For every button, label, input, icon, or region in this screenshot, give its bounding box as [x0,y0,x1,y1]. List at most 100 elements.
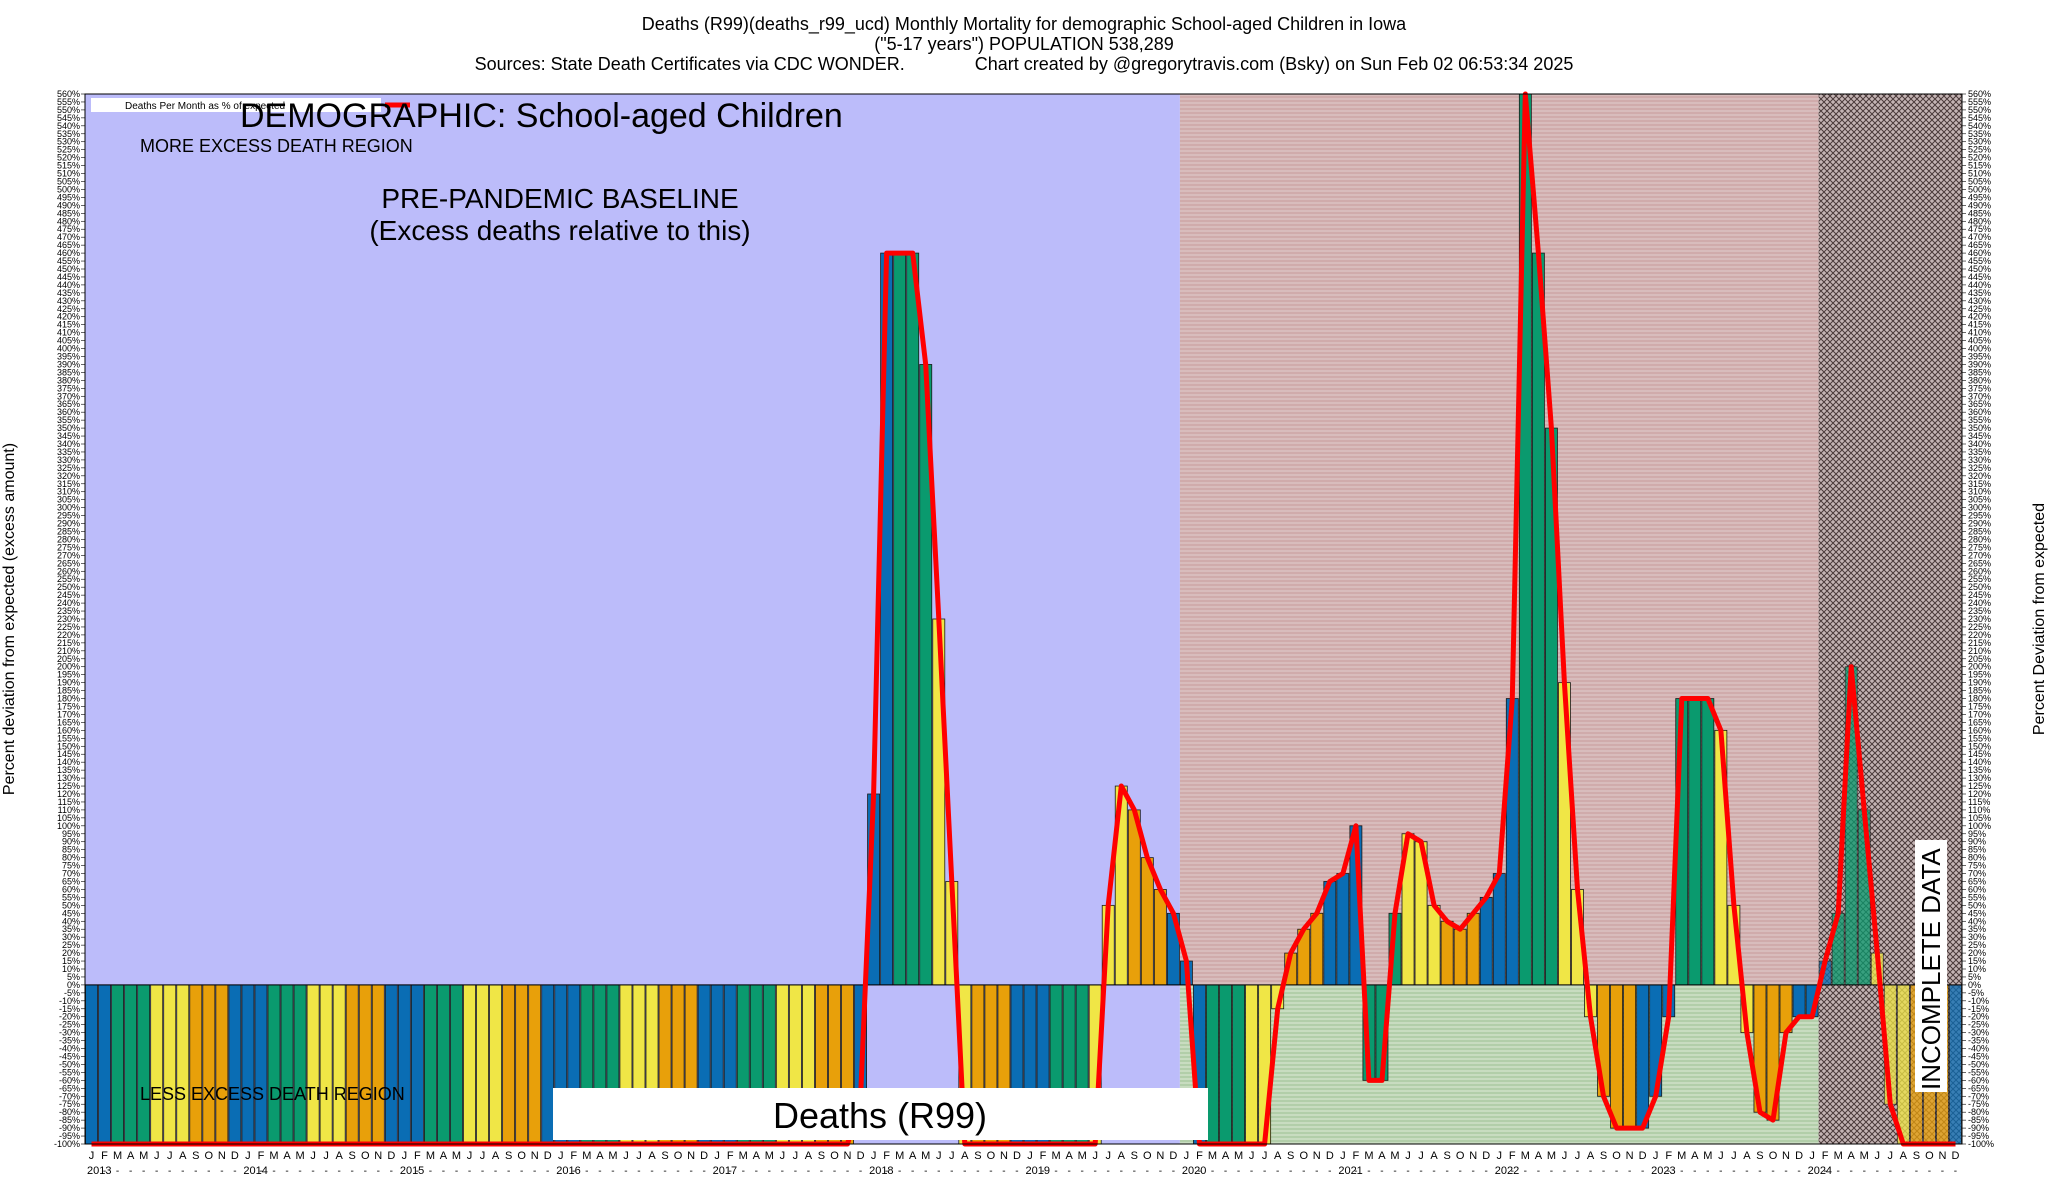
x-tick-year: 2024 [1808,1165,1832,1177]
y-tick-label-right: 480% [1968,216,1991,226]
series-label: Deaths (R99) [773,1095,987,1136]
bar-2015-10 [515,984,529,1145]
x-tick-dash: - [689,1166,692,1177]
x-tick-month: J [1653,1150,1659,1162]
x-tick-dash: - [181,1166,184,1177]
x-tick-dash: - [1511,1166,1514,1177]
y-tick-label-left: 450% [57,264,80,274]
y-tick-label-right: 275% [1968,542,1991,552]
x-tick-month: J [1718,1150,1724,1162]
bar-2013-7 [163,984,177,1145]
x-tick-dash: - [1902,1166,1905,1177]
y-tick-label-left: 235% [57,606,80,616]
y-tick-label-left: 380% [57,375,80,385]
x-tick-dash: - [324,1166,327,1177]
bar-2021-11 [1466,912,1480,986]
bar-2015-6 [463,984,476,1145]
x-tick-month: N [218,1150,226,1162]
x-tick-dash: - [937,1166,940,1177]
y-tick-label-left: 155% [57,733,80,743]
x-tick-dash: - [1719,1166,1722,1177]
x-tick-dash: - [676,1166,679,1177]
x-tick-dash: - [1054,1166,1057,1177]
y-tick-label-right: 260% [1968,566,1991,576]
x-tick-month: D [1639,1150,1647,1162]
x-tick-dash: - [885,1166,888,1177]
y-tick-label-left: 50% [62,900,80,910]
y-tick-label-right: 310% [1968,487,1991,497]
bar-2022-11 [1623,984,1637,1129]
y-tick-label-right: 255% [1968,574,1991,584]
y-tick-label-right: -65% [1968,1083,1989,1093]
bar-2014-7 [319,984,333,1145]
y-tick-label-left: 20% [62,948,80,958]
y-tick-label-right: 115% [1968,797,1990,807]
y-tick-label-left: 315% [57,479,80,489]
x-tick-month: A [1691,1150,1699,1162]
x-tick-month: J [245,1150,251,1162]
x-tick-month: F [414,1150,421,1162]
x-tick-dash: - [1485,1166,1488,1177]
y-tick-label-right: 380% [1968,375,1991,385]
x-tick-month: O [1769,1150,1778,1162]
x-tick-month: O [987,1150,996,1162]
x-tick-month: D [1169,1150,1177,1162]
x-tick-dash: - [820,1166,823,1177]
y-tick-label-left: 300% [57,503,80,513]
y-tick-label-left: 330% [57,455,80,465]
x-tick-year: 2014 [243,1165,267,1177]
y-tick-label-right: 515% [1968,161,1991,171]
x-tick-month: M [765,1150,774,1162]
y-tick-label-left: 95% [62,829,80,839]
bar-2021-12 [1479,897,1493,986]
y-tick-label-right: 145% [1968,749,1991,759]
y-tick-label-left: 520% [57,153,80,163]
x-tick-month: A [1848,1150,1856,1162]
x-tick-month: O [674,1150,683,1162]
bar-2013-11 [215,984,229,1145]
x-tick-month: O [517,1150,526,1162]
x-tick-month: J [1888,1150,1894,1162]
y-tick-label-left: 240% [57,598,80,608]
x-tick-month: N [687,1150,695,1162]
x-tick-dash: - [468,1166,471,1177]
x-tick-dash: - [1159,1166,1162,1177]
x-tick-dash: - [768,1166,771,1177]
y-tick-label-right: 200% [1968,662,1991,672]
x-tick-dash: - [924,1166,927,1177]
x-tick-month: J [1405,1150,1411,1162]
x-tick-month: A [648,1150,656,1162]
x-tick-dash: - [1146,1166,1149,1177]
y-tick-label-left: 70% [62,869,80,879]
x-tick-dash: - [1537,1166,1540,1177]
x-tick-month: D [544,1150,552,1162]
x-tick-dash: - [1432,1166,1435,1177]
x-tick-month: O [1456,1150,1465,1162]
bar-2018-4 [906,252,920,986]
x-tick-month: F [727,1150,734,1162]
y-tick-label-left: 540% [57,121,80,131]
y-tick-label-right: 435% [1968,288,1991,298]
x-tick-month: N [374,1150,382,1162]
y-tick-label-left: 525% [57,145,80,155]
y-tick-label-right: 25% [1968,940,1986,950]
x-tick-month: A [1743,1150,1751,1162]
x-tick-month: J [1249,1150,1255,1162]
y-tick-label-left: 295% [57,511,80,521]
y-tick-label-left: 40% [62,916,80,926]
y-tick-label-left: 215% [57,638,80,648]
y-tick-label-left: 140% [57,757,80,767]
y-tick-label-left: 55% [62,892,80,902]
bar-2015-7 [476,984,489,1145]
x-tick-month: N [1156,1150,1164,1162]
x-tick-month: A [1222,1150,1230,1162]
y-tick-label-left: 405% [57,336,80,346]
bar-2022-10 [1610,984,1623,1129]
y-tick-label-left: 105% [57,813,80,823]
x-tick-dash: - [1367,1166,1370,1177]
y-tick-label-right: 430% [1968,296,1991,306]
y-tick-label-right: 425% [1968,304,1991,314]
y-tick-label-right: 180% [1968,694,1991,704]
x-tick-month: J [1262,1150,1268,1162]
y-tick-label-right: 30% [1968,932,1986,942]
